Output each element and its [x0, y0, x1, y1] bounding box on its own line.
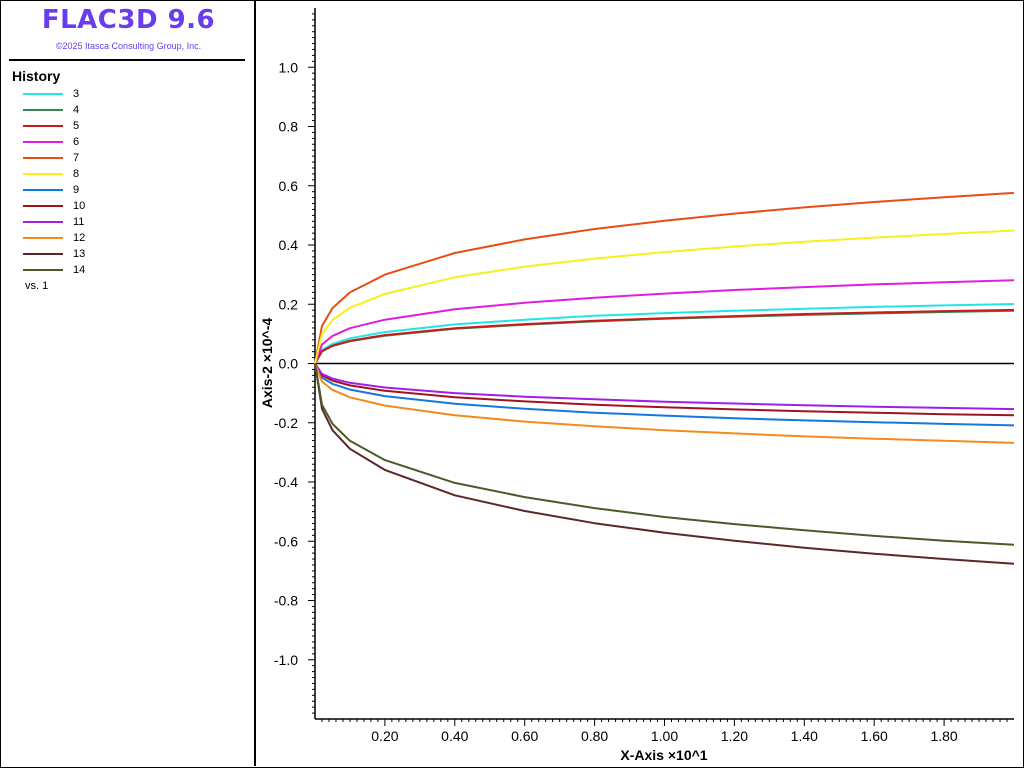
y-tick-label: -1.0: [274, 652, 298, 668]
legend-label: 5: [73, 120, 80, 132]
legend-item: 6: [23, 134, 85, 150]
legend-label: 6: [73, 136, 80, 148]
legend-swatch: [23, 253, 63, 255]
legend-label: 8: [73, 168, 80, 180]
series-line-14: [314, 363, 1015, 546]
legend-swatch: [23, 141, 63, 143]
legend-item: 10: [23, 198, 85, 214]
app-title: FLAC3D 9.6: [41, 5, 216, 35]
x-tick-label: 0.40: [441, 728, 468, 744]
x-tick-label: 0.60: [511, 728, 538, 744]
series-line-6: [314, 279, 1015, 364]
y-tick-label: 0.6: [279, 178, 299, 194]
legend-swatch: [23, 93, 63, 95]
series-line-8: [314, 229, 1015, 364]
legend-label: 10: [73, 200, 86, 212]
x-tick-label: 1.40: [791, 728, 818, 744]
y-tick-label: -0.4: [274, 474, 298, 490]
legend-item: 13: [23, 246, 85, 262]
legend-item: 5: [23, 118, 85, 134]
legend-item: 3: [23, 86, 85, 102]
legend-swatch: [23, 221, 63, 223]
series-line-9: [314, 363, 1015, 427]
y-tick-label: 0.0: [279, 356, 299, 372]
legend-item: 7: [23, 150, 85, 166]
legend-swatch: [23, 237, 63, 239]
legend-list: 3 4 5 6 7 8 9 10 11 12 13 14: [23, 86, 85, 278]
series-line-13: [314, 363, 1015, 565]
legend-label: 4: [73, 104, 80, 116]
legend-panel: FLAC3D 9.6 ©2025 Itasca Consulting Group…: [1, 1, 256, 766]
x-tick-label: 1.20: [721, 728, 748, 744]
legend-item: 8: [23, 166, 85, 182]
legend-item: 9: [23, 182, 85, 198]
y-tick-label: 0.4: [279, 237, 299, 253]
series-line-10: [314, 362, 1015, 417]
y-axis-title: Axis-2 ×10^-4: [259, 318, 275, 408]
x-tick-label: 0.20: [371, 728, 398, 744]
x-tick-label: 0.80: [581, 728, 608, 744]
series-line-3: [314, 303, 1015, 364]
legend-vs-label: vs. 1: [25, 280, 49, 292]
legend-label: 14: [73, 264, 86, 276]
legend-label: 3: [73, 88, 80, 100]
copyright-text: ©2025 Itasca Consulting Group, Inc.: [55, 41, 202, 51]
y-tick-label: -0.8: [274, 593, 298, 609]
legend-label: 7: [73, 152, 80, 164]
legend-item: 11: [23, 214, 85, 230]
title-divider: [9, 59, 245, 61]
series-line-7: [314, 191, 1015, 364]
x-tick-label: 1.00: [651, 728, 678, 744]
y-tick-label: -0.6: [274, 533, 298, 549]
series-line-11: [314, 362, 1015, 411]
legend-swatch: [23, 173, 63, 175]
series-line-5: [314, 308, 1015, 364]
x-tick-label: 1.80: [930, 728, 957, 744]
legend-item: 4: [23, 102, 85, 118]
legend-label: 9: [73, 184, 80, 196]
legend-swatch: [23, 269, 63, 271]
legend-item: 12: [23, 230, 85, 246]
legend-swatch: [23, 205, 63, 207]
legend-label: 12: [73, 232, 86, 244]
legend-swatch: [23, 189, 63, 191]
legend-swatch: [23, 157, 63, 159]
y-tick-label: 0.2: [279, 296, 299, 312]
legend-item: 14: [23, 262, 85, 278]
legend-label: 13: [73, 248, 86, 260]
x-tick-label: 1.60: [861, 728, 888, 744]
series-line-12: [314, 363, 1015, 444]
y-tick-label: 0.8: [279, 119, 299, 135]
y-tick-label: 1.0: [279, 59, 299, 75]
legend-label: 11: [73, 216, 85, 228]
y-tick-label: -0.2: [274, 415, 298, 431]
legend-swatch: [23, 109, 63, 111]
legend-heading: History: [12, 68, 61, 84]
legend-swatch: [23, 125, 63, 127]
x-axis-title: X-Axis ×10^1: [620, 747, 707, 763]
